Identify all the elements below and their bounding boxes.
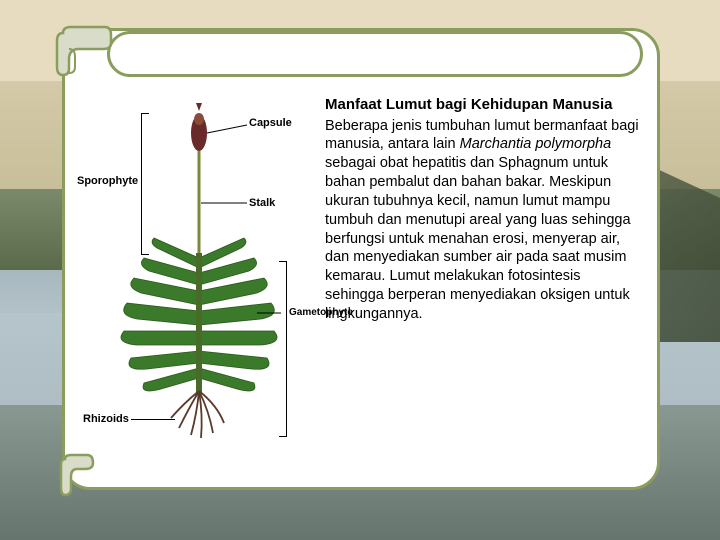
label-rhizoids: Rhizoids xyxy=(83,413,129,425)
article-body: Beberapa jenis tumbuhan lumut bermanfaat… xyxy=(325,117,643,324)
moss-diagram: Sporophyte Capsule Stalk Gametophyte Rhi… xyxy=(79,93,319,473)
label-gametophyte: Gametophyte xyxy=(289,307,353,318)
title-banner xyxy=(107,31,643,77)
label-sporophyte: Sporophyte xyxy=(77,175,138,187)
rhizoid-pointer xyxy=(131,419,175,420)
article-title: Manfaat Lumut bagi Kehidupan Manusia xyxy=(325,95,643,115)
label-capsule: Capsule xyxy=(249,117,292,129)
content-row: Sporophyte Capsule Stalk Gametophyte Rhi… xyxy=(79,93,643,473)
body-post: sebagai obat hepatitis dan Sphagnum untu… xyxy=(325,155,631,322)
label-stalk: Stalk xyxy=(249,197,275,209)
italic-species: Marchantia polymorpha xyxy=(460,136,612,152)
sporophyte-bracket xyxy=(141,113,149,255)
content-card: Sporophyte Capsule Stalk Gametophyte Rhi… xyxy=(62,28,660,490)
gametophyte-bracket xyxy=(279,261,287,437)
article-text: Manfaat Lumut bagi Kehidupan Manusia Beb… xyxy=(325,93,643,473)
scroll-corner-icon xyxy=(55,25,113,77)
